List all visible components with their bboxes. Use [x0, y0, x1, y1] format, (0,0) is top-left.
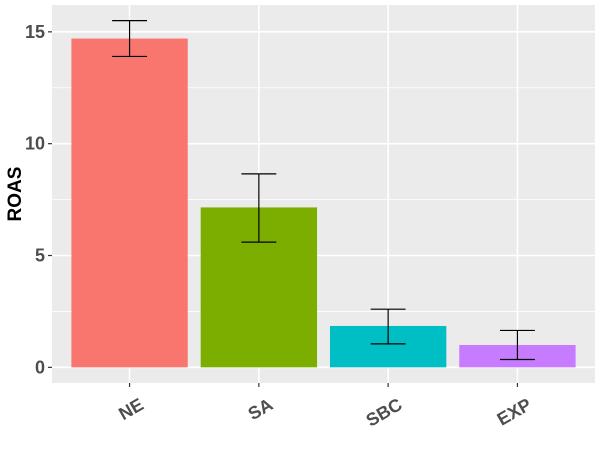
y-tick-label: 15 — [25, 22, 45, 42]
y-axis: 0 5 10 15 — [25, 22, 52, 377]
x-tick-label-exp: EXP — [494, 394, 535, 429]
errorbar-sa — [241, 173, 277, 243]
x-tick-label-sa: SA — [245, 394, 277, 424]
y-tick-label: 10 — [25, 134, 45, 154]
errorbar-exp — [499, 329, 535, 361]
y-tick-label: 0 — [35, 357, 45, 377]
y-axis-title: ROAS — [5, 167, 26, 222]
x-axis: NE SA SBC EXP — [115, 383, 535, 431]
y-tick-label: 5 — [35, 246, 45, 266]
error-bars — [112, 20, 535, 361]
errorbar-ne — [112, 20, 148, 58]
x-tick-label-sbc: SBC — [363, 394, 406, 430]
x-tick-label-ne: NE — [115, 394, 147, 424]
errorbar-sbc — [370, 308, 406, 345]
bar-ne — [71, 38, 188, 368]
